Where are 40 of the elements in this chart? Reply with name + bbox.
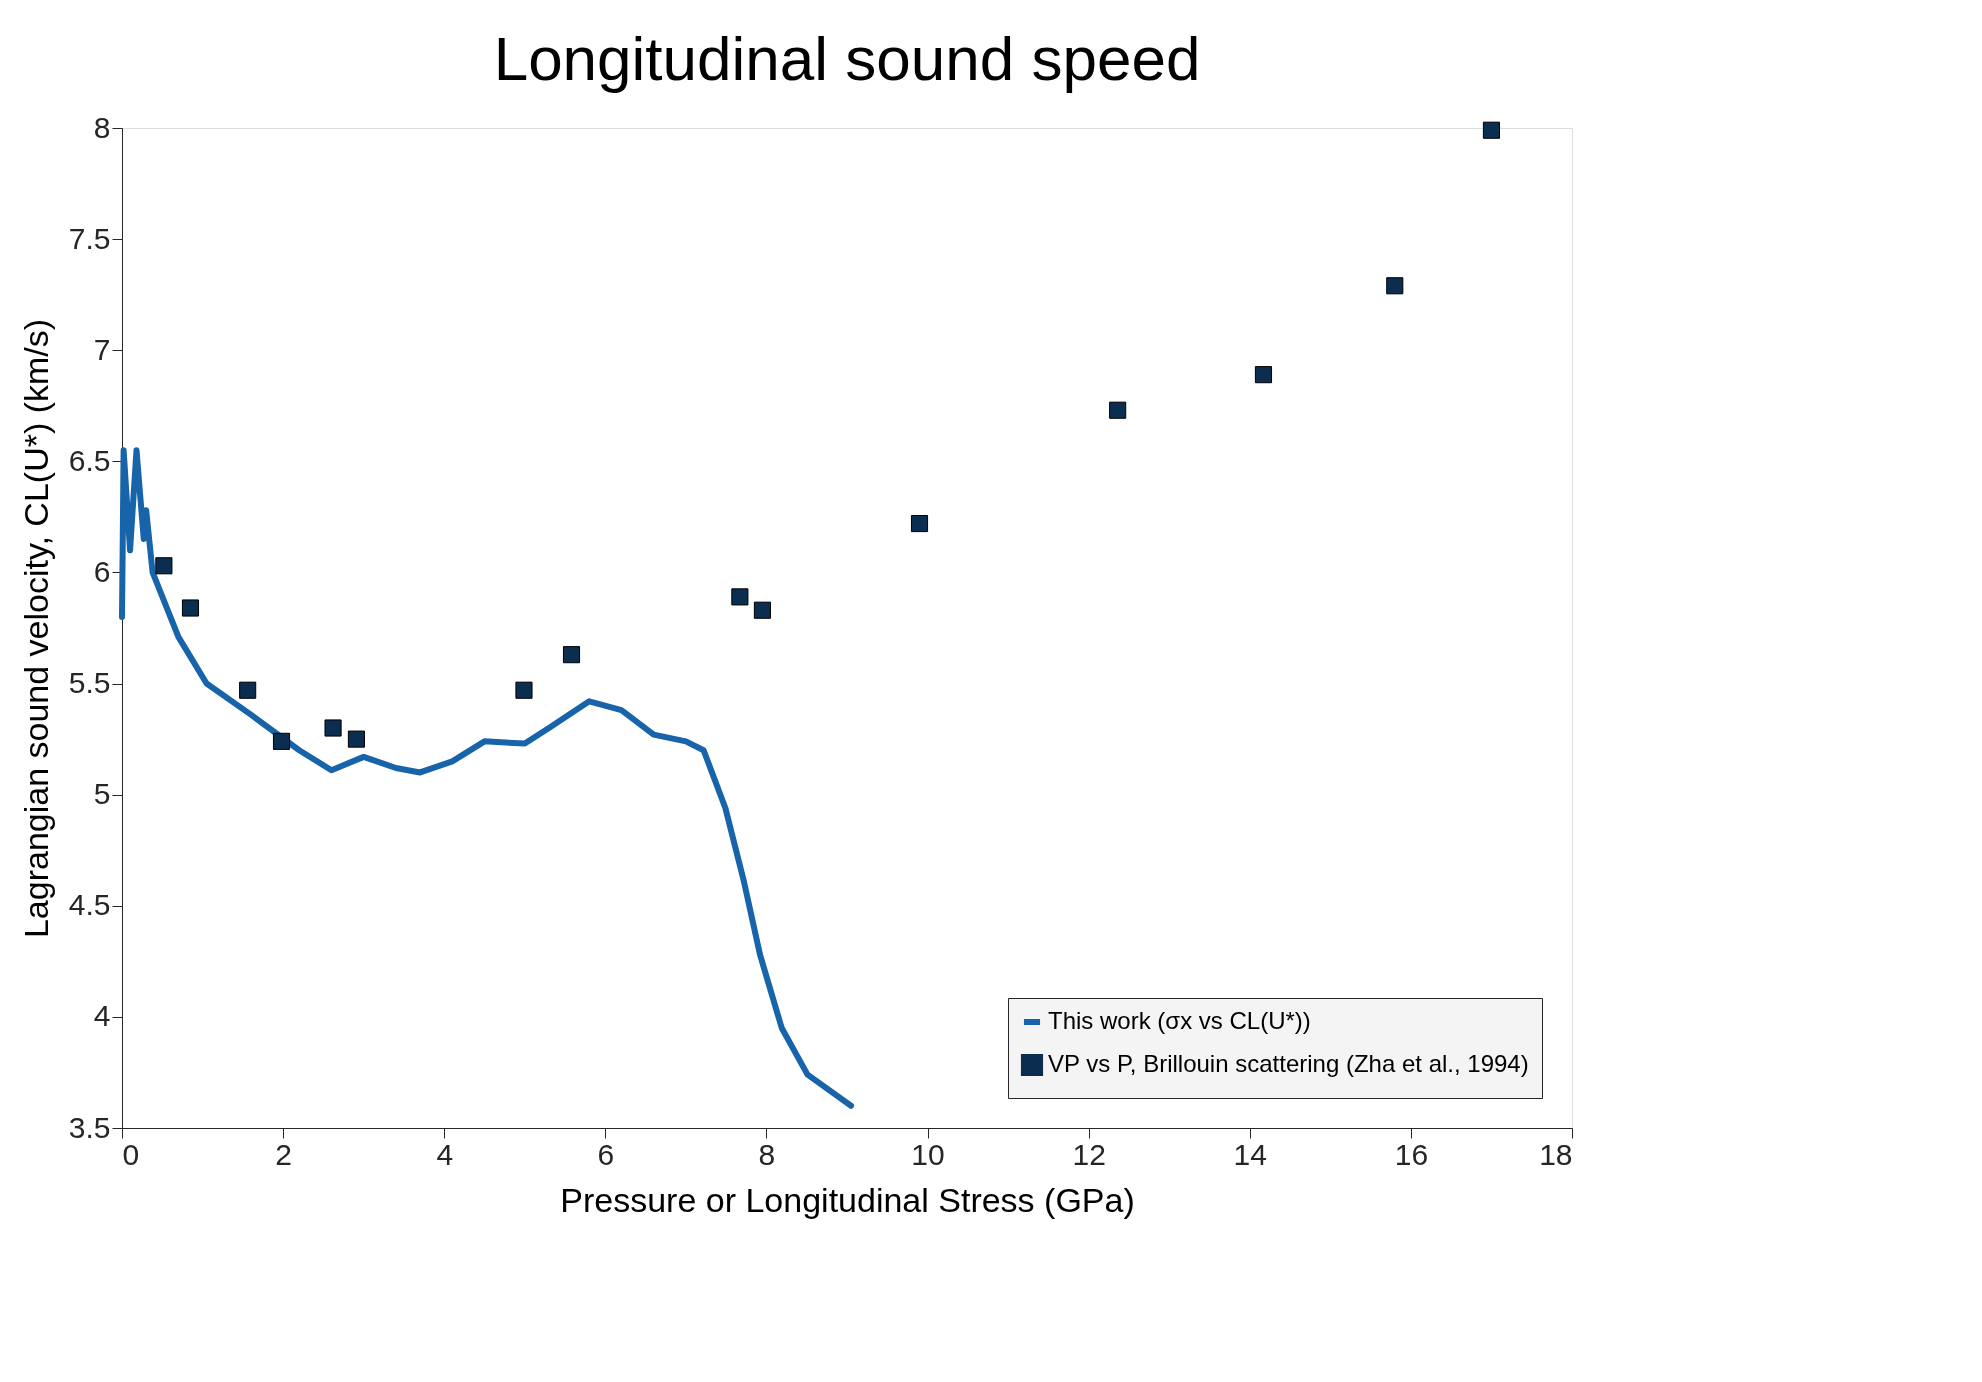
y-axis-title: Lagrangian sound velocity, CL(U*) (km/s) bbox=[16, 318, 55, 939]
x-axis-title: Pressure or Longitudinal Stress (GPa) bbox=[560, 1180, 1135, 1219]
point bbox=[324, 719, 342, 737]
x-tick-label: 18 bbox=[1539, 1137, 1573, 1171]
chart-title: Longitudinal sound speed bbox=[493, 24, 1201, 93]
y-tick-label: 4 bbox=[93, 999, 111, 1033]
point bbox=[272, 732, 291, 750]
point bbox=[731, 588, 749, 606]
legend-label: VP vs P, Brillouin scattering (Zha et al., 1994) bbox=[1048, 1050, 1529, 1077]
point bbox=[347, 730, 365, 748]
x-tick-label: 14 bbox=[1233, 1137, 1267, 1171]
point bbox=[753, 601, 771, 619]
point bbox=[181, 599, 200, 617]
y-tick-label: 7.5 bbox=[68, 221, 111, 255]
y-tick-label: 6.5 bbox=[68, 443, 111, 477]
x-tick-label: 16 bbox=[1394, 1137, 1429, 1171]
point bbox=[1386, 277, 1404, 295]
x-tick-label: 4 bbox=[436, 1137, 454, 1171]
y-tick-label: 7 bbox=[93, 332, 111, 366]
point bbox=[155, 557, 173, 575]
y-tick-label: 5.5 bbox=[68, 666, 111, 700]
x-tick-label: 10 bbox=[911, 1137, 945, 1171]
y-tick-label: 5 bbox=[93, 777, 111, 811]
legend-label: This work (σx vs CL(U*)) bbox=[1048, 1007, 1311, 1034]
point bbox=[1254, 366, 1273, 384]
y-tick-label: 3.5 bbox=[68, 1110, 111, 1144]
y-tick-label: 6 bbox=[93, 554, 111, 588]
point bbox=[910, 514, 929, 533]
point bbox=[562, 646, 581, 664]
x-tick-label: 2 bbox=[275, 1137, 292, 1171]
point bbox=[515, 681, 533, 699]
x-tick-label: 12 bbox=[1072, 1137, 1106, 1171]
point bbox=[1482, 121, 1501, 139]
y-tick-label: 4.5 bbox=[68, 888, 111, 922]
point bbox=[1109, 401, 1127, 419]
y-tick-label: 8 bbox=[93, 110, 111, 144]
x-tick-label: 8 bbox=[758, 1137, 776, 1171]
x-tick-label: 6 bbox=[597, 1137, 615, 1171]
point bbox=[239, 681, 257, 699]
x-tick-label: 0 bbox=[122, 1137, 140, 1171]
